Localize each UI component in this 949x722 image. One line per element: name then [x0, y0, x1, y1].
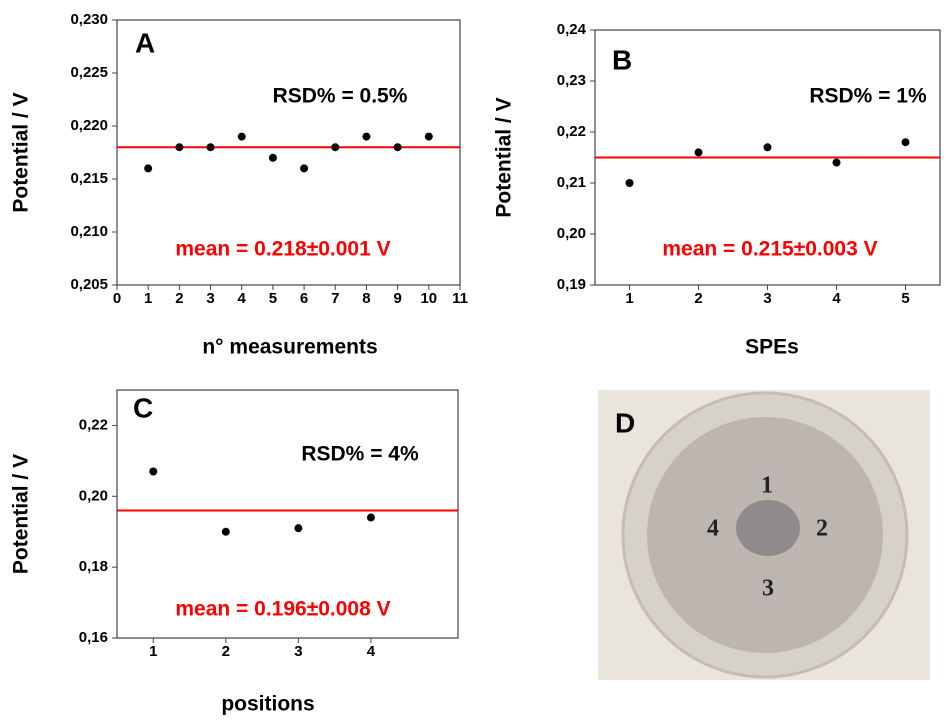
plot-frame	[116, 389, 459, 639]
photo-panel: D 1 2 3 4	[598, 390, 930, 680]
y-tick-label: 0,23	[557, 72, 586, 89]
y-tick-label: 0,210	[70, 223, 108, 240]
data-point	[625, 179, 634, 187]
x-tick-label: 0	[113, 290, 121, 307]
x-tick-label: 11	[452, 290, 468, 307]
data-point	[144, 164, 153, 173]
y-tick-label: 0,20	[557, 225, 586, 242]
x-tick-label: 4	[832, 290, 841, 307]
chart-panel: 0,19 0,20 0,21 0,22 0,23 0,24 1 2 3 4 5 B RSD% = 1% m…	[493, 21, 941, 359]
data-point	[901, 138, 910, 147]
annotation: RSD% = 1%	[809, 85, 927, 108]
x-tick-label: 1	[144, 290, 152, 307]
position-label: 1	[761, 473, 773, 499]
chart-panel: 0,16 0,18 0,20 0,22 1 2 3 4 C RSD% = 4% mean = 0.1…	[10, 389, 459, 716]
data-point	[362, 132, 371, 141]
data-point	[175, 143, 184, 152]
electrode-center	[736, 500, 800, 556]
y-axis-label: Potential / V	[10, 92, 33, 212]
y-tick-label: 0,215	[70, 170, 108, 187]
data-point	[149, 467, 158, 476]
x-tick-label: 3	[206, 290, 214, 307]
y-tick-label: 0,16	[79, 629, 108, 646]
x-axis-label: positions	[221, 693, 314, 716]
x-tick-label: 9	[393, 290, 401, 307]
position-label: 3	[762, 576, 774, 602]
panel-label: A	[135, 27, 155, 58]
y-tick-label: 0,21	[557, 174, 586, 191]
annotation: RSD% = 0.5%	[273, 85, 408, 108]
x-tick-label: 5	[901, 290, 909, 307]
data-point	[268, 153, 277, 162]
data-point	[221, 527, 230, 536]
data-point	[832, 158, 841, 167]
data-point	[694, 148, 703, 157]
panel-label: D	[615, 407, 635, 438]
x-tick-label: 5	[269, 290, 277, 307]
data-point	[294, 524, 303, 533]
data-point	[206, 143, 215, 152]
annotation: RSD% = 4%	[301, 443, 419, 466]
y-tick-label: 0,20	[79, 487, 108, 504]
y-axis-label: Potential / V	[10, 454, 33, 574]
x-tick-label: 1	[149, 643, 157, 660]
x-axis-label: n° measurements	[202, 336, 377, 359]
y-tick-label: 0,225	[70, 64, 108, 81]
data-point	[331, 143, 340, 152]
y-tick-label: 0,19	[557, 276, 586, 293]
x-tick-label: 2	[694, 290, 702, 307]
data-point	[300, 164, 309, 173]
x-tick-label: 3	[763, 290, 771, 307]
y-tick-label: 0,22	[557, 123, 586, 140]
y-tick-label: 0,22	[79, 416, 108, 433]
data-point	[763, 143, 772, 152]
x-tick-label: 4	[367, 643, 376, 660]
data-point	[393, 143, 402, 152]
x-tick-label: 1	[625, 290, 633, 307]
x-tick-label: 3	[294, 643, 302, 660]
y-tick-label: 0,220	[70, 117, 108, 134]
chart-panel: 0,205 0,210 0,215 0,220 0,225 0,230 0 1 2 3 4 5 6 7 8 9…	[10, 11, 468, 359]
y-tick-label: 0,205	[70, 276, 108, 293]
data-point	[366, 513, 375, 522]
x-tick-label: 2	[222, 643, 230, 660]
x-tick-label: 8	[362, 290, 370, 307]
y-tick-label: 0,230	[70, 11, 108, 28]
x-tick-label: 2	[175, 290, 183, 307]
annotation: mean = 0.218±0.001 V	[175, 238, 390, 261]
x-tick-label: 4	[238, 290, 247, 307]
annotation: mean = 0.215±0.003 V	[662, 238, 877, 261]
x-tick-label: 6	[300, 290, 308, 307]
position-label: 4	[707, 516, 719, 542]
annotation: mean = 0.196±0.008 V	[175, 598, 390, 621]
y-axis-label: Potential / V	[493, 97, 516, 217]
panel-label: B	[612, 44, 632, 75]
data-point	[237, 132, 246, 141]
position-label: 2	[816, 516, 828, 542]
plot-frame	[116, 19, 461, 286]
panel-label: C	[133, 392, 153, 423]
data-point	[424, 132, 433, 141]
x-tick-label: 10	[420, 290, 437, 307]
y-tick-label: 0,18	[79, 558, 108, 575]
x-tick-label: 7	[331, 290, 339, 307]
y-tick-label: 0,24	[557, 21, 587, 38]
x-axis-label: SPEs	[745, 336, 799, 359]
